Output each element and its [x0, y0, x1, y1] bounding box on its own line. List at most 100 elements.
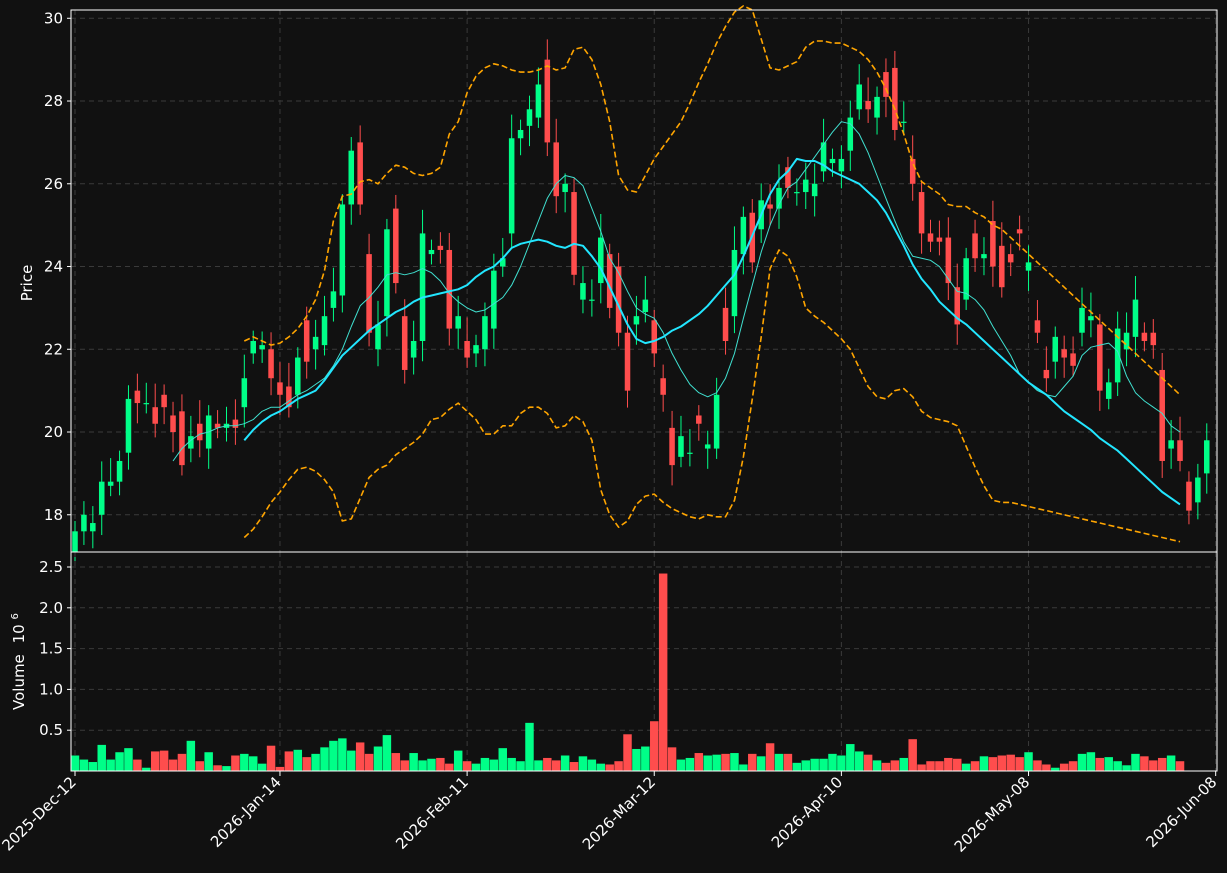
volume-bar-up: [347, 750, 356, 771]
candle-down: [268, 349, 274, 379]
candle-up: [687, 452, 693, 454]
volume-bar-up: [525, 722, 534, 771]
candle-up: [508, 138, 515, 234]
candle-down: [1061, 349, 1067, 358]
candle-down: [767, 204, 773, 209]
candle-down: [936, 237, 943, 242]
candle-up: [295, 357, 301, 395]
candle-up: [847, 117, 854, 151]
candle-up: [802, 179, 809, 193]
candle-up: [107, 481, 114, 486]
candle-up: [482, 316, 488, 350]
price-panel: 18 20 22 24 26 28 30: [44, 5, 1218, 563]
volume-bar-down: [908, 739, 917, 771]
candle-up: [794, 192, 800, 194]
volume-bar-down: [364, 753, 374, 771]
volume-bar-down: [355, 742, 365, 771]
volume-panel: 0.5 1.0 1.5 2.0 2.5: [39, 551, 1218, 772]
volume-bar-down: [917, 764, 926, 771]
candle-up: [633, 316, 640, 325]
volume-bar-down: [195, 761, 204, 771]
candle-down: [214, 423, 221, 428]
volume-bar-up: [899, 757, 909, 771]
volume-bar-up: [1086, 752, 1096, 771]
volume-bar-up: [1113, 761, 1122, 771]
candle-up: [963, 258, 969, 300]
candle-up: [517, 129, 524, 139]
candle-up: [811, 183, 818, 197]
candle-up: [455, 316, 461, 329]
volume-axis-label: Volume 10 6: [10, 613, 28, 710]
volume-bar-up: [338, 738, 347, 771]
volume-bar-down: [623, 734, 632, 771]
candle-down: [553, 142, 559, 197]
volume-bar-down: [721, 753, 730, 771]
volume-bar-up: [846, 744, 855, 771]
volume-bar-down: [302, 757, 311, 771]
candle-down: [954, 287, 961, 325]
volume-panel-frame: [70, 551, 1218, 772]
volume-bar-up: [837, 755, 846, 771]
slow-moving-average-line: [243, 157, 1181, 506]
volume-bar-down: [543, 757, 552, 771]
volume-bar-up: [453, 750, 463, 771]
candle-up: [829, 158, 836, 164]
volume-bar-up: [1131, 753, 1140, 771]
volume-bar-down: [1015, 757, 1024, 771]
price-tick-label: 28: [44, 92, 63, 110]
volume-bar-down: [1157, 757, 1167, 771]
candle-up: [589, 299, 595, 301]
candle-up: [259, 345, 265, 350]
volume-bar-down: [614, 761, 623, 771]
candle-up: [598, 237, 604, 284]
candle-up: [678, 436, 684, 457]
candle-up: [1203, 440, 1210, 474]
candle-down: [999, 245, 1005, 288]
volume-bar-down: [551, 760, 561, 771]
volume-bar-down: [275, 766, 285, 771]
volume-bar-down: [650, 721, 659, 771]
price-tick-label: 24: [44, 258, 63, 276]
price-axis-label: Price: [18, 265, 36, 302]
candle-up: [1052, 336, 1059, 362]
candle-down: [571, 192, 577, 275]
volume-bar-up: [311, 753, 320, 771]
candle-up: [312, 336, 319, 350]
candle-up: [81, 514, 87, 532]
volume-bar-up: [632, 748, 641, 771]
volume-bar-down: [667, 747, 677, 771]
volume-bar-down: [970, 761, 980, 771]
candle-down: [134, 390, 141, 404]
volume-bar-up: [872, 760, 882, 771]
candle-up: [1132, 299, 1139, 337]
volume-bar-down: [926, 761, 935, 771]
candle-up: [348, 150, 355, 205]
candle-up: [856, 84, 862, 110]
volume-bar-down: [765, 743, 775, 771]
volume-bar-down: [436, 757, 445, 771]
candle-up: [1025, 262, 1032, 271]
lower-band-line: [243, 249, 1181, 543]
candle-down: [401, 316, 408, 370]
volume-bar-up: [70, 755, 80, 771]
volume-bar-down: [997, 755, 1007, 771]
volume-bar-down: [988, 757, 998, 771]
volume-bar-up: [979, 756, 989, 771]
volume-bar-up: [373, 746, 383, 771]
candle-down: [892, 67, 898, 130]
candle-up: [90, 523, 96, 532]
candle-down: [785, 167, 791, 188]
candle-down: [615, 266, 622, 333]
candle-down: [544, 59, 551, 143]
volume-bar-down: [881, 762, 891, 771]
volume-bar-up: [471, 763, 481, 771]
volume-bar-up: [730, 753, 739, 771]
volume-bar-up: [498, 748, 507, 771]
candle-up: [580, 283, 586, 300]
volume-bar-down: [1059, 763, 1069, 771]
volume-bar-up: [106, 759, 115, 771]
candle-down: [277, 382, 283, 395]
candle-up: [72, 531, 78, 552]
candle-down: [606, 254, 613, 308]
volume-bar-up: [792, 762, 802, 771]
